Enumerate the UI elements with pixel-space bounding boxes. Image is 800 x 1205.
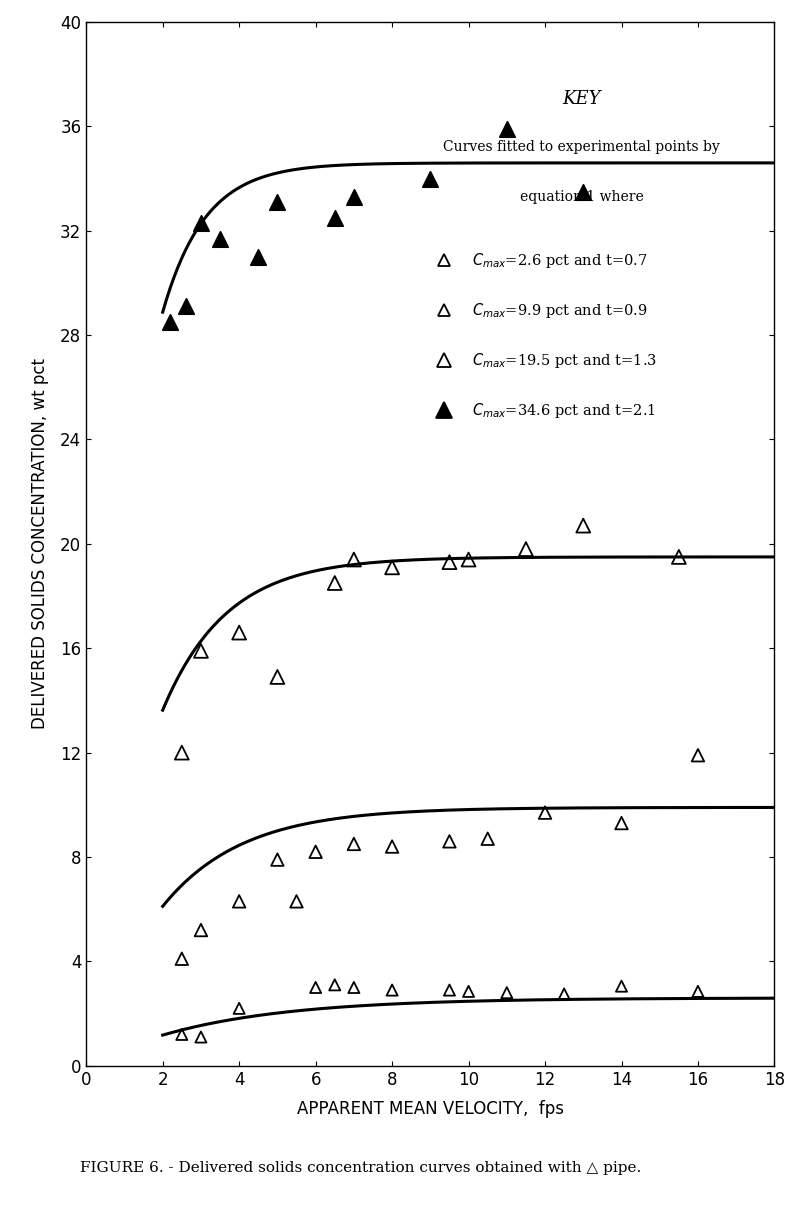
Point [615,976,628,995]
X-axis label: APPARENT MEAN VELOCITY,  fps: APPARENT MEAN VELOCITY, fps [297,1100,564,1118]
Point [328,975,341,994]
Point [252,247,265,266]
Point [271,668,284,687]
Point [347,977,360,997]
Point [347,549,360,569]
Point [673,547,686,566]
Point [443,552,456,571]
Point [386,558,398,577]
Point [386,981,398,1000]
Point [214,229,226,248]
Point [175,950,188,969]
Point [271,193,284,212]
Point [500,983,513,1003]
Point [519,540,532,559]
Point [347,187,360,206]
Text: FIGURE 6. - Delivered solids concentration curves obtained with △ pipe.: FIGURE 6. - Delivered solids concentrati… [80,1160,642,1175]
Point [233,892,246,911]
Text: $C_{max}$=34.6 pct and t=2.1: $C_{max}$=34.6 pct and t=2.1 [472,401,655,421]
Point [271,850,284,869]
Point [194,213,207,233]
Point [175,1024,188,1044]
Point [194,641,207,660]
Point [386,837,398,857]
Point [691,746,704,765]
Point [615,813,628,833]
Point [462,982,475,1001]
Point [462,549,475,569]
Point [443,981,456,1000]
Point [310,842,322,862]
Point [290,892,303,911]
Text: equation 1 where: equation 1 where [520,190,644,204]
Point [194,921,207,940]
Point [424,169,437,188]
Point [577,182,590,201]
Point [233,623,246,642]
Text: $C_{max}$=19.5 pct and t=1.3: $C_{max}$=19.5 pct and t=1.3 [472,351,657,370]
Text: KEY: KEY [562,90,601,107]
Point [328,208,341,228]
Point [233,999,246,1018]
Point [175,743,188,763]
Text: $C_{max}$=2.6 pct and t=0.7: $C_{max}$=2.6 pct and t=0.7 [472,251,647,270]
Y-axis label: DELIVERED SOLIDS CONCENTRATION, wt pct: DELIVERED SOLIDS CONCENTRATION, wt pct [31,358,49,729]
Point [577,516,590,535]
Point [538,803,551,822]
Point [482,829,494,848]
Point [347,834,360,853]
Point [179,296,192,316]
Point [194,1028,207,1047]
Point [691,982,704,1001]
Point [558,984,570,1004]
Text: $C_{max}$=9.9 pct and t=0.9: $C_{max}$=9.9 pct and t=0.9 [472,301,647,319]
Text: Curves fitted to experimental points by: Curves fitted to experimental points by [443,140,720,154]
Point [164,312,177,331]
Point [328,574,341,593]
Point [500,119,513,139]
Point [443,831,456,851]
Point [310,977,322,997]
